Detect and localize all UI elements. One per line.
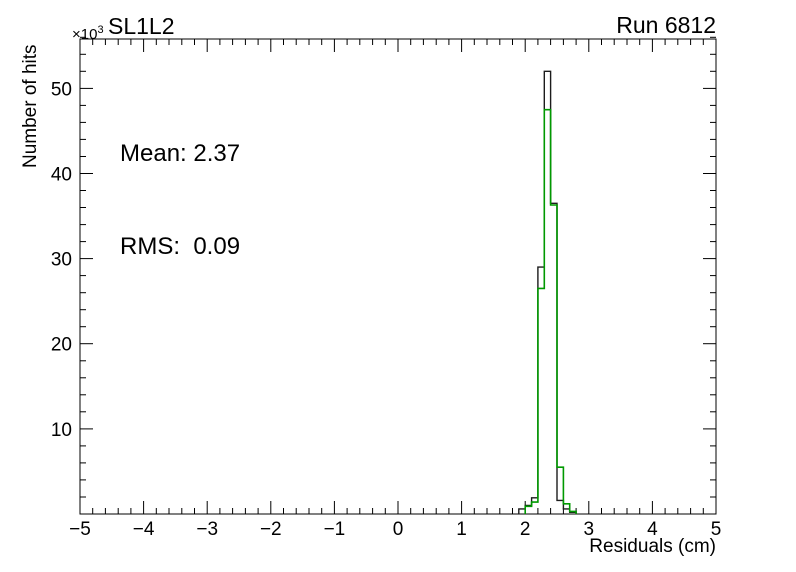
y-tick-label: 10 xyxy=(51,420,72,441)
x-tick-label: 3 xyxy=(584,519,595,540)
x-tick-label: 0 xyxy=(393,519,404,540)
x-tick-label: 5 xyxy=(711,519,722,540)
y-tick-label: 30 xyxy=(51,250,72,271)
stats-box: Mean: 2.37 RMS: 0.09 xyxy=(120,76,240,324)
y-axis-multiplier-exp: 3 xyxy=(97,24,104,36)
y-axis-multiplier-base: ×10 xyxy=(72,26,98,43)
y-tick-label: 20 xyxy=(51,335,72,356)
x-tick-label: −1 xyxy=(324,519,346,540)
y-tick-label: 40 xyxy=(51,165,72,186)
x-axis-title: Residuals (cm) xyxy=(589,536,716,557)
x-tick-label: 4 xyxy=(647,519,658,540)
mean-text: Mean: 2.37 xyxy=(120,140,241,167)
x-tick-label: −4 xyxy=(133,519,155,540)
rms-text: RMS: 0.09 xyxy=(120,233,241,260)
fit-histogram xyxy=(524,108,577,514)
y-tick-label: 50 xyxy=(51,79,72,100)
x-tick-label: 1 xyxy=(456,519,467,540)
x-tick-label: −3 xyxy=(196,519,218,540)
x-tick-label: −5 xyxy=(69,519,91,540)
x-tick-label: 2 xyxy=(520,519,531,540)
plot-title: SL1L2 xyxy=(108,13,175,39)
x-tick-label: −2 xyxy=(260,519,282,540)
y-axis-title: Number of hits xyxy=(20,44,41,168)
y-axis-multiplier: ×103 xyxy=(72,24,104,43)
run-label: Run 6812 xyxy=(616,12,716,38)
data-histogram xyxy=(518,70,577,514)
